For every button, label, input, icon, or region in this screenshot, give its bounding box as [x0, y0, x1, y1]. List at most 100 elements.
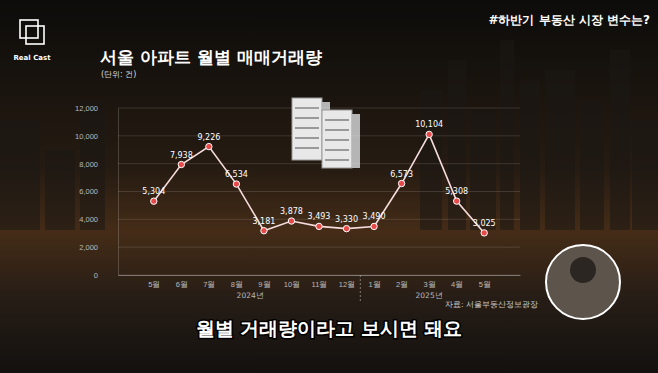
background [0, 0, 658, 373]
data-point [343, 225, 349, 231]
y-tick: 0 [94, 271, 118, 280]
x-tick-label: 2월 [396, 280, 408, 289]
icon-block [292, 98, 322, 160]
logo: Real Cast [13, 20, 51, 62]
brand: Real Cast [13, 54, 51, 62]
y-tick-label: 4,000 [79, 215, 98, 224]
y-tick: 10,000 [75, 132, 118, 141]
y-tick-label: 6,000 [79, 187, 98, 196]
x-tick: 2월 [396, 275, 408, 289]
x-tick: 5월 [148, 275, 160, 289]
title: 서울 아파트 월별 매매거래량 [100, 47, 322, 67]
data-point [371, 223, 377, 229]
source: 자료: 서울부동산정보광장 [445, 300, 538, 309]
icon-window [295, 117, 319, 119]
x-tick: 12월 [339, 275, 355, 289]
x-tick-label: 11월 [312, 280, 328, 289]
grid [118, 108, 520, 275]
data-point [261, 228, 267, 234]
icon-block [322, 110, 352, 168]
logo-icon [26, 26, 44, 44]
y-tick-label: 10,000 [75, 132, 98, 141]
y-tick: 12,000 [75, 104, 118, 113]
x-axis-line [119, 275, 521, 276]
data-label: 3,493 [308, 212, 331, 221]
data-label: 3,878 [280, 207, 303, 216]
y-tick-label: 0 [94, 271, 98, 280]
icon-window [325, 139, 349, 141]
grid-line [118, 135, 520, 136]
x-tick: 8월 [231, 275, 243, 289]
presenter [546, 245, 620, 319]
data-label: 3,181 [252, 217, 275, 226]
x-tick-label: 12월 [339, 280, 355, 289]
x-tick-label: 9월 [258, 280, 270, 289]
hashtag: #하반기 부동산 시장 변수는? [488, 13, 650, 27]
chart-root: Real Cast #하반기 부동산 시장 변수는? 서울 아파트 월별 매매거래량… [0, 0, 658, 373]
x-tick: 9월 [258, 275, 270, 289]
data-point [426, 131, 432, 137]
data-label: 5,308 [445, 187, 468, 196]
presenter-head [570, 257, 596, 283]
logo-icon [20, 20, 38, 38]
y-tick: 8,000 [79, 160, 118, 169]
data-label: 3,330 [335, 215, 358, 224]
year-label: 2024년 [237, 291, 264, 300]
x-tick: 5월 [479, 275, 491, 289]
x-tick: 11월 [312, 275, 328, 289]
x-tick-label: 1월 [368, 280, 380, 289]
y-tick-label: 12,000 [75, 104, 98, 113]
x-tick-label: 6월 [176, 280, 188, 289]
x-tick-label: 5월 [479, 280, 491, 289]
x-tick-label: 8월 [231, 280, 243, 289]
y-tick: 6,000 [79, 187, 118, 196]
data-point [453, 198, 459, 204]
year-label: 2025년 [416, 291, 443, 300]
grid-line [118, 108, 520, 109]
x-tick: 10월 [284, 275, 300, 289]
icon-window [325, 149, 349, 151]
data-point [398, 180, 404, 186]
subtitle: (단위: 건) [101, 70, 136, 79]
building-icon [292, 98, 360, 168]
data-label: 7,938 [170, 151, 193, 160]
data-point [151, 198, 157, 204]
x-tick: 1월 [368, 275, 380, 289]
overlay [0, 0, 658, 373]
data-point [481, 230, 487, 236]
x-tick: 3월 [424, 275, 436, 289]
y-tick: 4,000 [79, 215, 118, 224]
y-axis: 0 2,000 4,000 6,000 8,000 10,000 12,000 [75, 104, 118, 280]
x-tick-label: 10월 [284, 280, 300, 289]
icon-window [295, 137, 319, 139]
y-tick-label: 8,000 [79, 160, 98, 169]
icon-window [325, 159, 349, 161]
data-label: 9,226 [197, 133, 220, 142]
data-label: 6,534 [225, 170, 248, 179]
data-point [206, 143, 212, 149]
data-label: 6,573 [390, 170, 413, 179]
icon-window [325, 129, 349, 131]
grid-line [118, 247, 520, 248]
data-point [178, 161, 184, 167]
data-label: 5,304 [142, 187, 165, 196]
x-tick-label: 5월 [148, 280, 160, 289]
y-tick-label: 2,000 [79, 243, 98, 252]
plot-marks [151, 131, 488, 236]
x-tick: 7월 [203, 275, 215, 289]
group-separator [360, 275, 361, 302]
icon-window [295, 147, 319, 149]
data-point [316, 223, 322, 229]
icon-window [325, 119, 349, 121]
data-labels: 5,304 7,938 9,226 6,534 3,181 3,878 3,493 3,330… [142, 120, 495, 228]
x-tick-label: 7월 [203, 280, 215, 289]
x-tick-label: 4월 [451, 280, 463, 289]
data-label: 10,104 [415, 120, 443, 129]
x-tick: 4월 [451, 275, 463, 289]
x-tick-label: 3월 [424, 280, 436, 289]
x-axis: 5월 6월 7월 8월 9월 10월 11월 12월 1월 2월 3월 4월 5월 [119, 275, 521, 289]
y-tick: 2,000 [79, 243, 118, 252]
data-point [233, 181, 239, 187]
x-tick: 6월 [176, 275, 188, 289]
y-axis-line [118, 109, 119, 276]
